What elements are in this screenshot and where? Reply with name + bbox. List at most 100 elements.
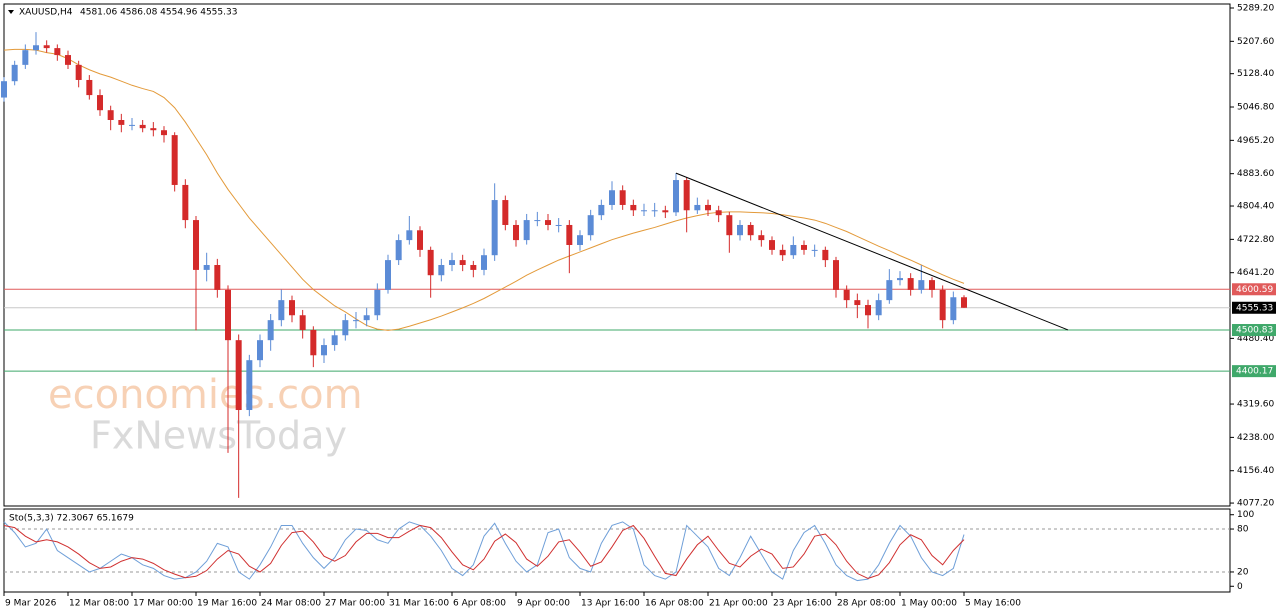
symbol-arrow (8, 10, 14, 14)
candle-body (246, 360, 253, 411)
candle-body (950, 297, 957, 321)
candle-body (641, 210, 647, 212)
x-tick-label: 9 Apr 00:00 (517, 599, 570, 609)
candle-body (715, 210, 722, 216)
candle-body (363, 315, 370, 321)
level-label: 4400.17 (1236, 367, 1273, 377)
candle-body (705, 204, 711, 211)
candle-body (843, 289, 850, 301)
candle-body (449, 260, 455, 266)
y-tick-label: 5207.60 (1237, 37, 1274, 47)
candle-body (726, 215, 733, 236)
x-tick-label: 9 Mar 2026 (5, 599, 57, 609)
candle-body (886, 280, 893, 301)
candle-body (630, 204, 637, 211)
candle-body (267, 320, 274, 341)
candle-body (822, 249, 829, 261)
candle-body (481, 255, 487, 270)
candle-body (161, 130, 167, 136)
candle-body (545, 220, 551, 225)
candle-body (854, 300, 861, 306)
candle-body (566, 224, 573, 245)
candle-body (875, 300, 882, 316)
y-tick-label: 5289.20 (1237, 4, 1274, 14)
y-tick-label: 4319.60 (1237, 400, 1274, 410)
candle-body (43, 45, 50, 49)
candle-body (214, 265, 221, 290)
candle-body (555, 224, 562, 226)
x-tick-label: 23 Apr 16:00 (773, 599, 832, 609)
candle-body (918, 280, 925, 290)
osc-tick-label: 80 (1237, 525, 1249, 535)
candle-body (139, 124, 146, 129)
ohlc-text: 4581.06 4586.08 4554.96 4555.33 (80, 8, 237, 18)
candle-body (897, 278, 903, 281)
candle-body (289, 300, 295, 316)
candle-body (331, 335, 338, 346)
candle-body (459, 260, 466, 266)
x-tick-label: 6 Apr 08:00 (453, 599, 506, 609)
osc-line (3, 524, 965, 579)
candle-body (961, 297, 967, 308)
level-label-box (1232, 283, 1276, 296)
candle-body (235, 340, 242, 411)
x-tick-label: 5 May 16:00 (965, 599, 1021, 609)
candle-body (577, 235, 583, 245)
candle-body (11, 64, 18, 82)
candle-body (321, 345, 327, 356)
moving-average (3, 48, 965, 331)
candle-body (374, 289, 381, 316)
candle-body (865, 305, 871, 316)
candle-body (779, 249, 786, 256)
candle-body (171, 135, 178, 185)
oscillator-label: Sto(5,3,3) 72.3067 65.1679 (9, 514, 134, 524)
candle-body (182, 184, 189, 221)
candle-body (86, 79, 93, 96)
candle-body (65, 55, 71, 65)
y-tick-label: 4965.20 (1237, 136, 1274, 146)
watermark: FxNewsToday (90, 414, 347, 458)
level-label: 4600.59 (1236, 285, 1273, 295)
candle-body (491, 200, 498, 256)
candle-body (299, 315, 306, 330)
x-tick-label: 19 Mar 16:00 (197, 599, 257, 609)
candle-body (470, 265, 477, 270)
oscillator-panel (3, 508, 1231, 593)
candle-body (278, 300, 285, 321)
candle-body (609, 190, 615, 205)
candle-body (97, 95, 103, 111)
candle-body (353, 320, 359, 322)
candle-body (129, 124, 135, 126)
candle-body (107, 110, 114, 121)
y-tick-label: 4077.20 (1237, 499, 1274, 509)
y-tick-label: 5046.80 (1237, 103, 1274, 113)
level-label: 4500.83 (1236, 326, 1273, 336)
candle-body (427, 249, 434, 276)
candle-body (75, 64, 82, 80)
osc-line (3, 521, 965, 582)
y-tick-label: 5128.40 (1237, 69, 1274, 79)
candle-body (523, 220, 530, 241)
x-tick-label: 28 Apr 08:00 (837, 599, 896, 609)
candle-body (513, 224, 519, 241)
y-tick-label: 4156.40 (1237, 466, 1274, 476)
candle-body (417, 230, 423, 250)
candle-body (683, 180, 690, 211)
x-tick-label: 27 Mar 00:00 (325, 599, 385, 609)
candle-body (225, 289, 231, 341)
symbol: XAUUSD,H4 (19, 8, 73, 18)
candle-body (758, 235, 765, 241)
candle-body (673, 180, 679, 213)
candle-body (54, 48, 61, 56)
osc-tick-label: 20 (1237, 567, 1249, 577)
candle-body (619, 190, 626, 205)
candle-body (737, 224, 743, 236)
x-tick-label: 13 Apr 16:00 (581, 599, 640, 609)
y-tick-label: 4641.20 (1237, 268, 1274, 278)
level-label: 4555.33 (1236, 303, 1273, 313)
candle-body (203, 265, 210, 270)
level-label-box (1232, 301, 1276, 314)
candle-body (534, 220, 541, 222)
candle-body (150, 128, 157, 131)
